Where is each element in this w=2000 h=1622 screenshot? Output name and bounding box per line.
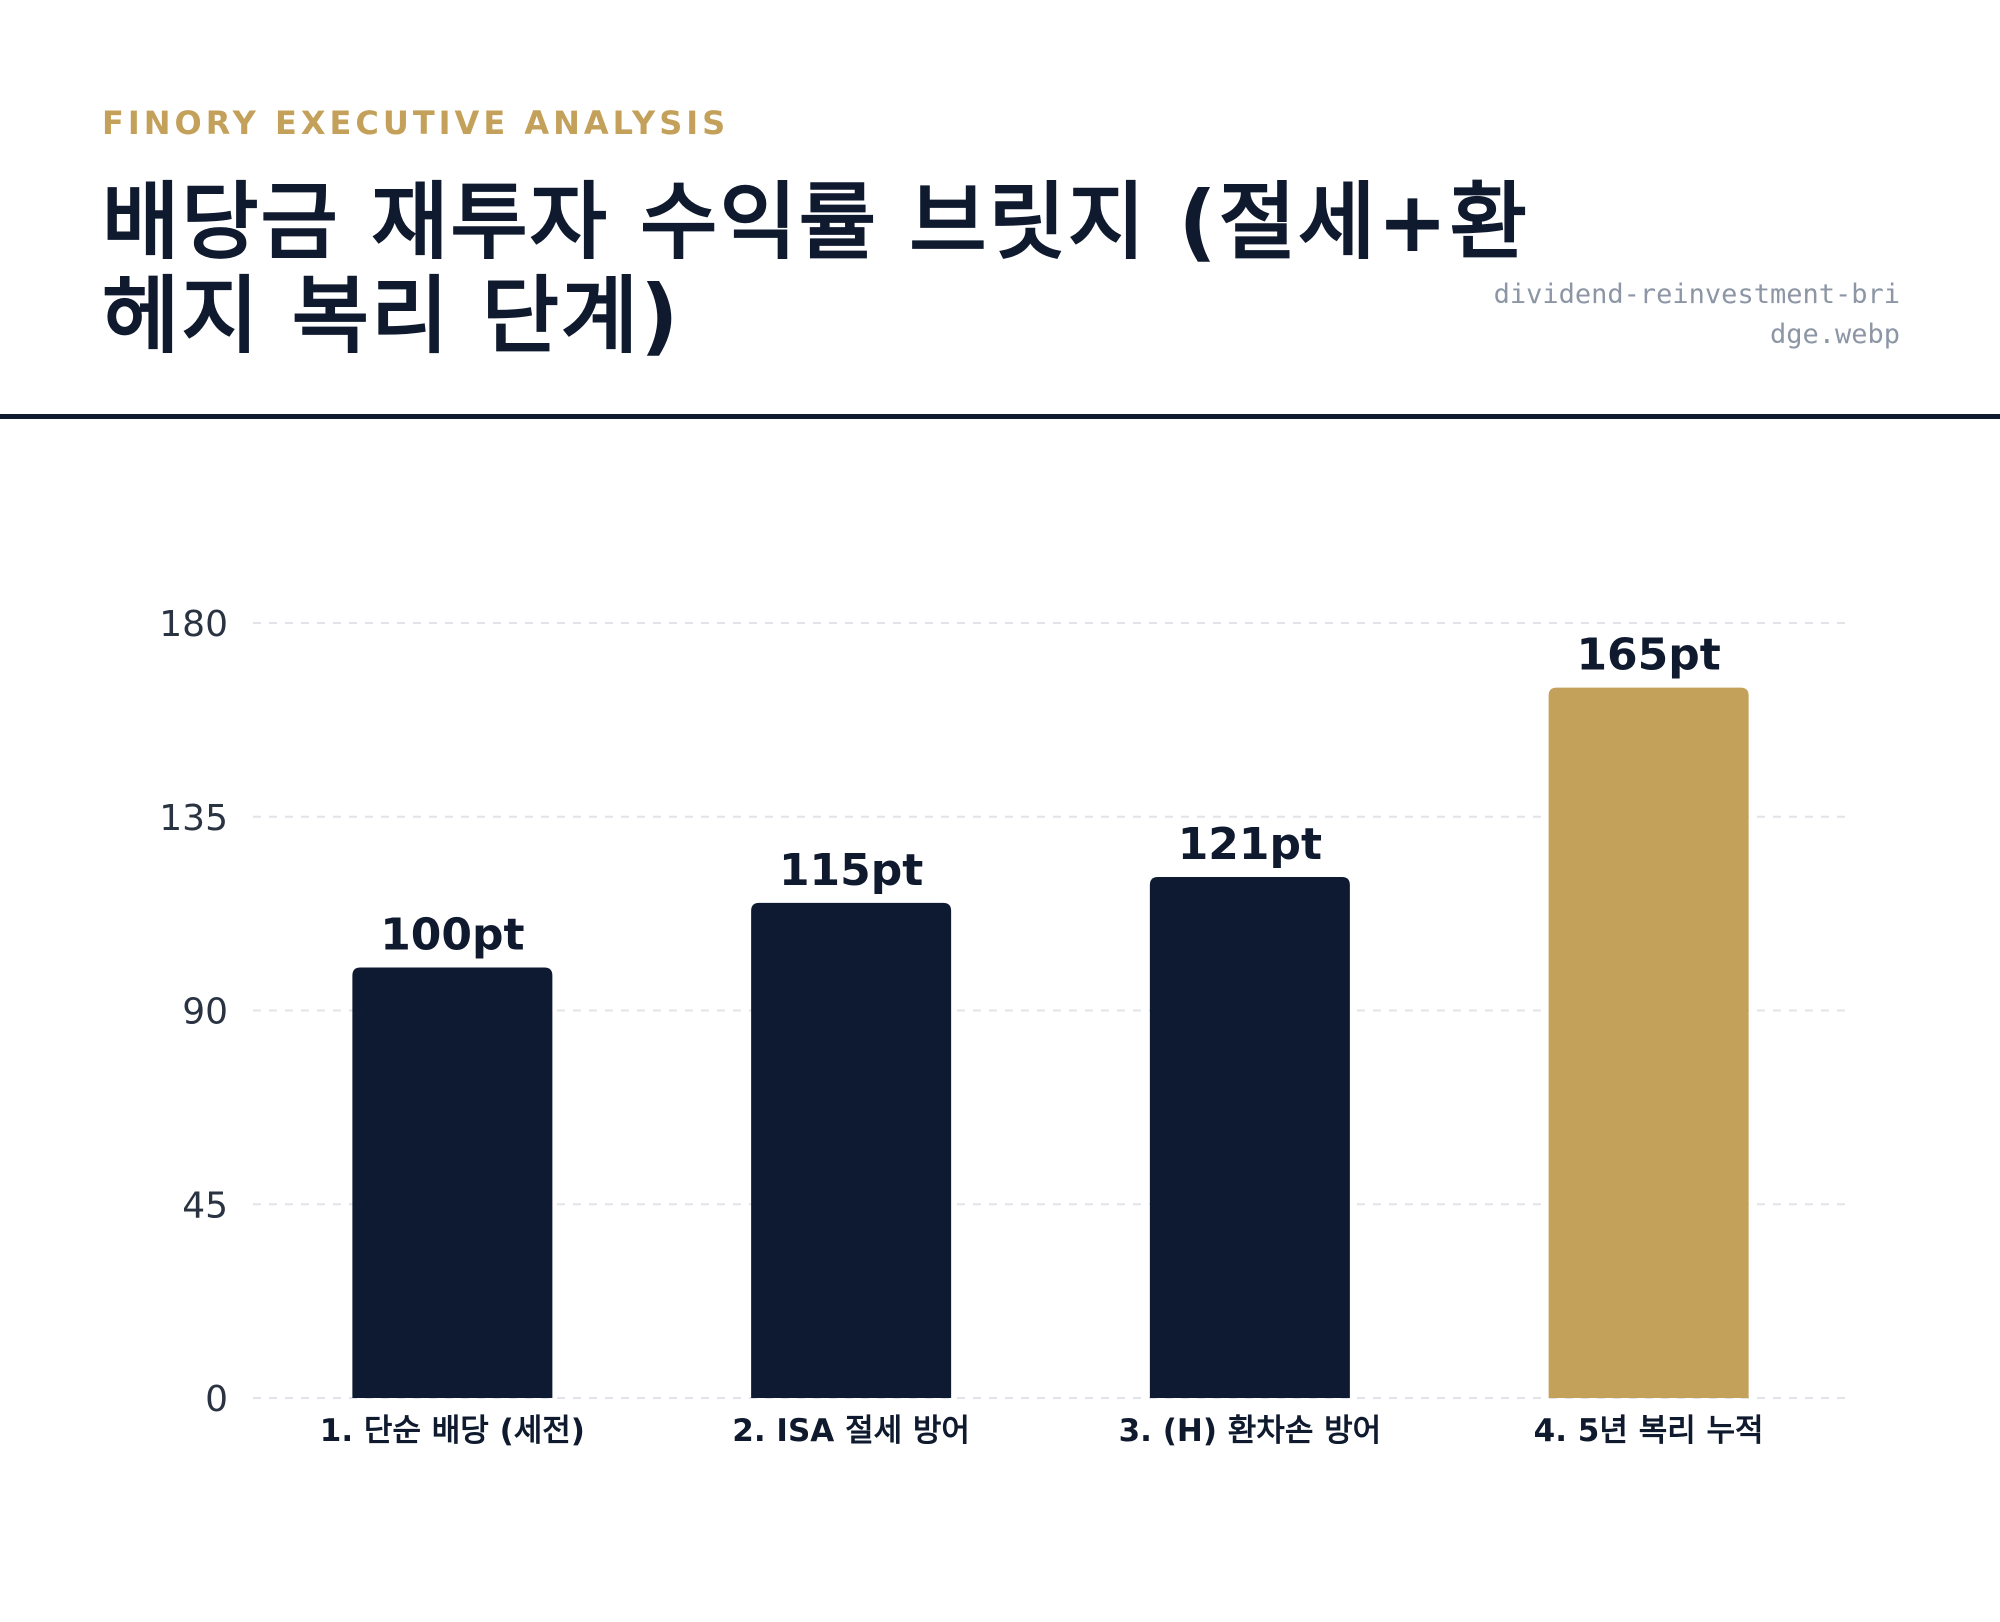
bar-layer [352,687,1749,1398]
x-category-label: 2. ISA 절세 방어 [732,1413,970,1449]
bar-4 [1548,687,1749,1398]
report-kicker: FINORY EXECUTIVE ANALYSIS [102,104,730,142]
bar-3 [1149,877,1350,1398]
y-tick-label: 180 [159,604,228,645]
x-category-label: 1. 단순 배당 (세전) [320,1413,585,1449]
y-tick-label: 135 [159,798,228,839]
bar-value-label: 115pt [779,845,923,896]
header-divider [0,414,2000,419]
report-header: FINORY EXECUTIVE ANALYSIS 배당금 재투자 수익률 브릿… [0,0,2000,418]
y-tick-label: 0 [205,1379,228,1420]
label-layer: 0 45 90 135 180 100pt 1. 단순 배당 (세전) 115pt 2. ISA… [159,604,1763,1449]
bar-2 [751,902,952,1398]
y-tick-label: 90 [182,992,228,1033]
bar-value-label: 165pt [1576,630,1720,681]
x-category-label: 4. 5년 복리 누적 [1534,1413,1764,1449]
x-category-label: 3. (H) 환차손 방어 [1119,1413,1382,1449]
bar-value-label: 100pt [380,909,524,960]
bar-1 [352,967,553,1398]
page-title: 배당금 재투자 수익률 브릿지 (절세+환헤지 복리 단계) [102,173,1529,365]
bar-value-label: 121pt [1178,819,1322,870]
file-name: dividend-reinvestment-bridge.webp [1493,279,1900,350]
y-tick-label: 45 [182,1185,228,1226]
